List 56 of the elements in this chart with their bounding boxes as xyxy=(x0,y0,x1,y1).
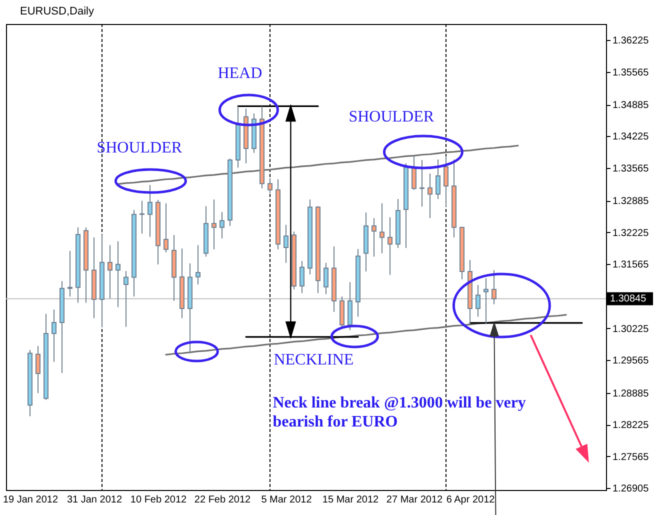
y-tick-label: 1.34885 xyxy=(612,100,650,112)
y-tick-label: 1.31565 xyxy=(612,260,650,271)
x-tick-label: 31 Jan 2012 xyxy=(66,494,122,506)
candlestick xyxy=(492,270,496,305)
candlestick xyxy=(420,160,424,208)
ref-line-label: 1.30845 xyxy=(610,294,647,305)
annotation: Neck line break @1.3000 will be very bearish for EURO xyxy=(272,394,526,430)
y-tick-label: 1.32885 xyxy=(612,196,650,208)
chart-title: EURUSD,Daily xyxy=(20,6,94,18)
candlestick xyxy=(444,156,448,208)
candlestick xyxy=(388,216,392,276)
x-tick-label: 10 Feb 2012 xyxy=(130,494,188,506)
y-tick-label: 1.26905 xyxy=(612,484,650,495)
y-tick-label: 1.33565 xyxy=(612,163,650,174)
candlestick xyxy=(268,178,272,194)
candlestick xyxy=(148,184,152,238)
candlestick xyxy=(36,346,40,394)
candlestick xyxy=(284,224,288,264)
y-tick-label: 1.32225 xyxy=(612,228,650,239)
candlestick xyxy=(476,284,480,318)
candlestick xyxy=(108,244,112,299)
x-tick-label: 5 Mar 2012 xyxy=(261,494,312,506)
candlestick xyxy=(196,244,200,286)
candlestick xyxy=(372,218,376,258)
annotation: SHOULDER xyxy=(348,108,434,126)
candlestick xyxy=(220,211,224,239)
candlestick xyxy=(212,198,216,250)
y-tick-label: 1.36225 xyxy=(612,36,650,47)
y-tick-label: 1.29565 xyxy=(612,356,650,367)
candlestick xyxy=(116,240,120,308)
x-tick-label: 15 Mar 2012 xyxy=(322,494,380,506)
candlestick xyxy=(324,262,328,295)
x-tick-label: 19 Jan 2012 xyxy=(2,494,58,506)
x-tick-label: 22 Feb 2012 xyxy=(194,494,252,506)
y-tick-label: 1.35565 xyxy=(612,67,650,78)
candlestick xyxy=(164,202,168,253)
annotation: SHOULDER xyxy=(96,140,182,156)
candlestick xyxy=(412,156,416,190)
candlestick xyxy=(428,172,432,219)
candlestick xyxy=(484,278,488,324)
x-tick-label: 27 Mar 2012 xyxy=(386,494,444,506)
y-tick-label: 1.27565 xyxy=(612,452,650,463)
candlestick xyxy=(52,309,56,362)
candlestick xyxy=(68,250,72,298)
y-tick-label: 1.34225 xyxy=(612,132,650,143)
annotation: HEAD xyxy=(218,65,262,82)
candlestick xyxy=(436,159,440,200)
candlestick xyxy=(300,260,304,294)
candlestick xyxy=(140,200,144,234)
candlestick xyxy=(380,202,384,254)
y-tick-label: 1.28225 xyxy=(612,420,650,432)
annotation: NECKLINE xyxy=(274,352,354,368)
candlestick xyxy=(124,270,128,328)
y-tick-label: 1.28885 xyxy=(612,388,650,400)
x-tick-label: 6 Apr 2012 xyxy=(446,494,496,506)
y-tick-label: 1.30225 xyxy=(612,324,650,335)
